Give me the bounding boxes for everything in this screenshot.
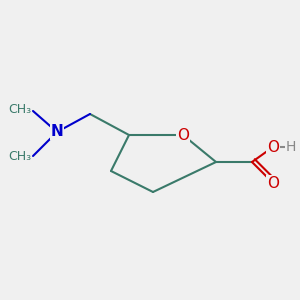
Text: N: N <box>51 124 63 140</box>
Text: O: O <box>267 176 279 190</box>
Text: O: O <box>177 128 189 142</box>
Text: O: O <box>267 140 279 154</box>
Text: H: H <box>286 140 296 154</box>
Text: —: — <box>19 106 30 116</box>
Text: CH₃: CH₃ <box>8 149 32 163</box>
Text: CH₃: CH₃ <box>8 103 32 116</box>
